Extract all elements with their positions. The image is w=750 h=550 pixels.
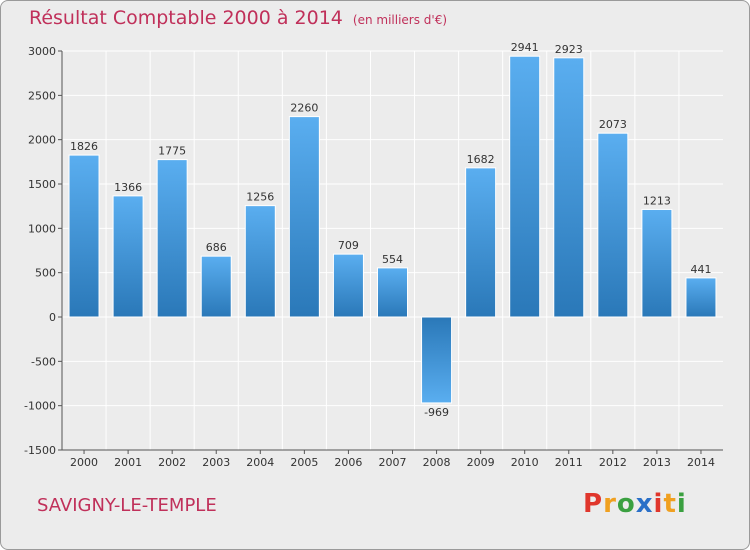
data-label-2002: 1775	[158, 145, 186, 158]
x-tick-label-2002: 2002	[158, 456, 186, 469]
chart-subtitle: (en milliers d'€)	[352, 13, 448, 27]
data-label-2008: -969	[424, 406, 449, 419]
y-tick-label: -1000	[24, 400, 56, 413]
city-name: SAVIGNY-LE-TEMPLE	[37, 495, 217, 516]
bar-2004	[244, 205, 276, 318]
x-tick-label-2010: 2010	[511, 456, 539, 469]
x-tick-label-2007: 2007	[379, 456, 407, 469]
data-label-2013: 1213	[643, 194, 671, 207]
x-tick-label-2012: 2012	[599, 456, 627, 469]
data-label-2009: 1682	[467, 153, 495, 166]
x-tick-label-2013: 2013	[643, 456, 671, 469]
x-tick-label-2014: 2014	[687, 456, 715, 469]
data-label-2000: 1826	[70, 140, 98, 153]
bar-2000	[68, 154, 100, 318]
y-tick-label: 1500	[28, 178, 56, 191]
bar-2014	[685, 277, 717, 318]
y-tick-label: 3000	[28, 45, 56, 58]
y-tick-label: 0	[49, 311, 56, 324]
data-labels: 1826 1366 1775 686 1256 2260 709 554 -969 1682 294…	[70, 41, 711, 419]
x-tick-label-2005: 2005	[290, 456, 318, 469]
bar-2008	[421, 316, 453, 404]
logo-letter: i	[653, 489, 664, 519]
data-label-2007: 554	[382, 253, 403, 266]
bar-2012	[597, 132, 629, 318]
bar-2002	[156, 159, 188, 318]
data-label-2006: 709	[338, 239, 359, 252]
x-tick-label-2004: 2004	[246, 456, 274, 469]
bar-2003	[200, 255, 232, 318]
bar-2010	[509, 55, 541, 318]
data-label-2012: 2073	[599, 118, 627, 131]
data-label-2011: 2923	[555, 43, 583, 56]
x-tick-label-2000: 2000	[70, 456, 98, 469]
y-tick-label: 2500	[28, 89, 56, 102]
logo-letter: P	[583, 489, 604, 519]
logo-letter: r	[603, 489, 617, 519]
data-label-2010: 2941	[511, 41, 539, 54]
y-tick-label: -500	[31, 355, 56, 368]
y-tick-label: 2000	[28, 134, 56, 147]
bar-2006	[332, 253, 364, 318]
chart-title: Résultat Comptable 2000 à 2014 (en millie…	[29, 7, 447, 29]
y-tick-label: 1000	[28, 222, 56, 235]
bar-2005	[288, 116, 320, 318]
logo-letter: t	[663, 489, 677, 519]
chart-title-text: Résultat Comptable 2000 à 2014	[29, 7, 343, 29]
x-tick-label-2006: 2006	[334, 456, 362, 469]
data-label-2003: 686	[206, 241, 227, 254]
bar-2013	[641, 208, 673, 318]
data-label-2004: 1256	[246, 191, 274, 204]
bar-2001	[112, 195, 144, 318]
logo-letter: o	[616, 489, 636, 519]
data-label-2005: 2260	[290, 102, 318, 115]
bar-2011	[553, 57, 585, 318]
bar-2007	[377, 267, 408, 318]
y-tick-label: 500	[35, 267, 56, 280]
x-tick-label-2003: 2003	[202, 456, 230, 469]
bar-2009	[465, 167, 497, 318]
x-tick-label-2011: 2011	[555, 456, 583, 469]
logo-letter: i	[676, 489, 687, 519]
bars	[68, 55, 717, 404]
x-tick-label-2009: 2009	[467, 456, 495, 469]
axes: -1500 -1000 -500 0 500 1000 1500 2000 2500 3000 20…	[24, 45, 723, 469]
x-tick-label-2008: 2008	[423, 456, 451, 469]
data-label-2014: 441	[690, 263, 711, 276]
logo-letter: x	[635, 489, 654, 519]
data-label-2001: 1366	[114, 181, 142, 194]
x-tick-label-2001: 2001	[114, 456, 142, 469]
y-tick-label: -1500	[24, 444, 56, 457]
proxiti-logo: Proxiti	[583, 489, 687, 519]
